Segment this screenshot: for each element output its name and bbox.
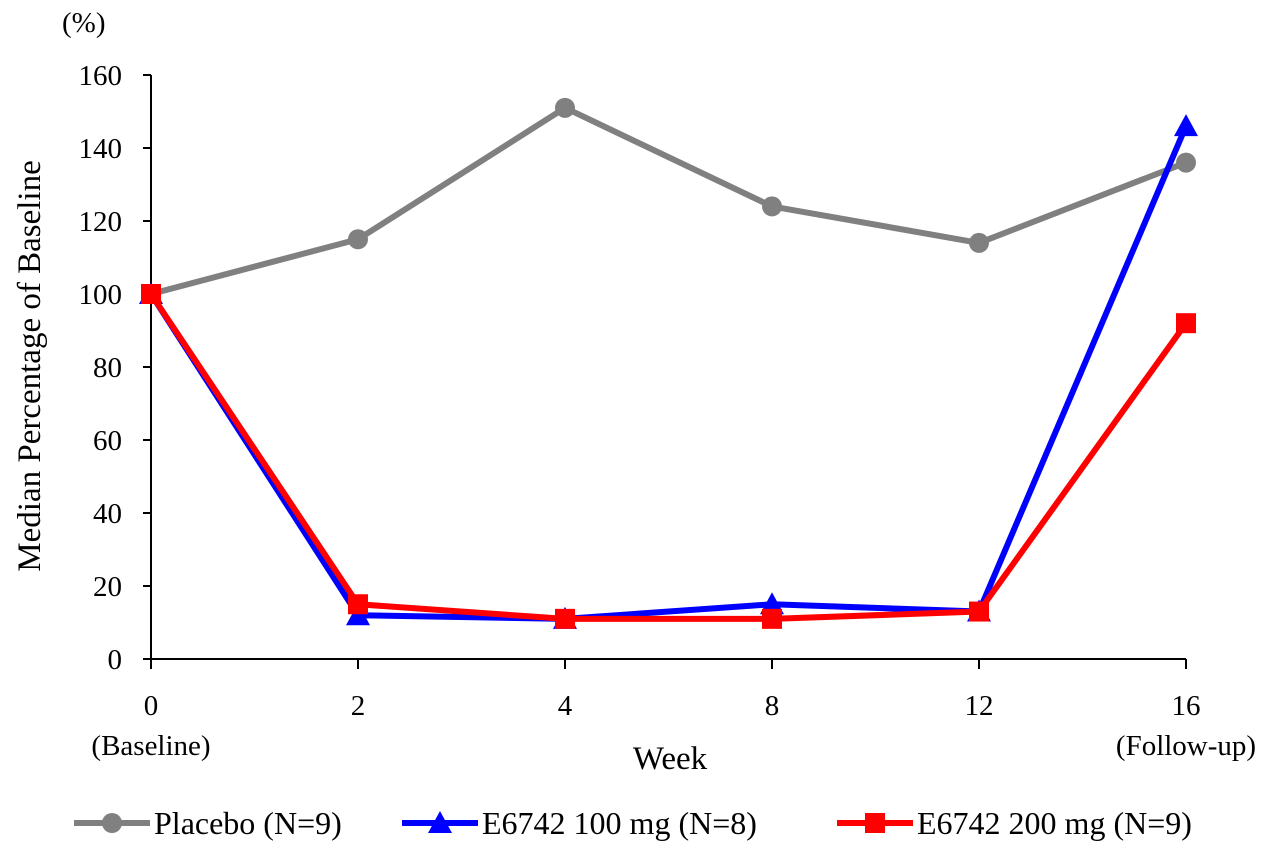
- y-axis-label: Median Percentage of Baseline: [12, 160, 48, 571]
- data-point: [1174, 114, 1198, 137]
- legend-item-3: E6742 200 mg (N=9): [837, 805, 1192, 841]
- x-tick-sublabel: (Baseline): [91, 730, 210, 762]
- series-line: [150, 104, 1188, 297]
- data-point: [969, 232, 989, 253]
- x-tick-label: 8: [765, 690, 780, 722]
- series-2: [139, 114, 1198, 629]
- data-point: [555, 97, 575, 118]
- y-tick-label: 100: [79, 279, 123, 311]
- legend-swatch-marker: [428, 811, 452, 833]
- legend-label: E6742 200 mg (N=9): [917, 805, 1192, 841]
- data-point: [762, 196, 782, 217]
- data-point: [969, 601, 989, 622]
- x-axis-label: Week: [633, 741, 708, 777]
- y-tick-label: 160: [79, 60, 123, 92]
- legend-item-2: E6742 100 mg (N=8): [402, 805, 757, 841]
- y-tick-label: 40: [93, 498, 122, 530]
- series-3: [141, 284, 1196, 629]
- x-tick-label: 4: [558, 690, 573, 722]
- legend-label: Placebo (N=9): [154, 805, 342, 841]
- data-point: [348, 229, 368, 250]
- y-tick-label: 80: [93, 352, 122, 384]
- x-tick-label: 0: [144, 690, 159, 722]
- axes: 0 20 40 60 80 100 120 140 160 0 (Baseline) 2 4 8 12 16 (…: [79, 60, 1257, 762]
- y-tick-label: 120: [79, 206, 123, 238]
- legend-swatch-marker: [102, 813, 122, 833]
- data-point: [1176, 313, 1196, 334]
- y-tick-label: 0: [108, 644, 123, 676]
- legend: Placebo (N=9) E6742 100 mg (N=8) E6742 200…: [74, 805, 1192, 841]
- series-1: [141, 97, 1196, 304]
- data-point: [762, 608, 782, 629]
- y-tick-label: 60: [93, 425, 122, 457]
- x-tick-label: 12: [965, 690, 994, 722]
- series-lines: [139, 97, 1198, 629]
- legend-swatch-marker: [865, 813, 885, 833]
- series-line: [148, 124, 1189, 622]
- data-point: [1176, 152, 1196, 173]
- x-tick-label: 2: [351, 690, 366, 722]
- legend-label: E6742 100 mg (N=8): [482, 805, 757, 841]
- x-tick-sublabel: (Follow-up): [1116, 730, 1256, 762]
- x-tick-label: 16: [1172, 690, 1201, 722]
- y-unit-label: (%): [62, 7, 105, 39]
- data-point: [141, 284, 161, 304]
- y-tick-label: 20: [93, 571, 122, 603]
- series-line: [148, 292, 1189, 622]
- data-point: [555, 608, 575, 629]
- data-point: [348, 594, 368, 615]
- legend-item-1: Placebo (N=9): [74, 805, 342, 841]
- y-tick-label: 140: [79, 133, 123, 165]
- data-point: [760, 592, 784, 615]
